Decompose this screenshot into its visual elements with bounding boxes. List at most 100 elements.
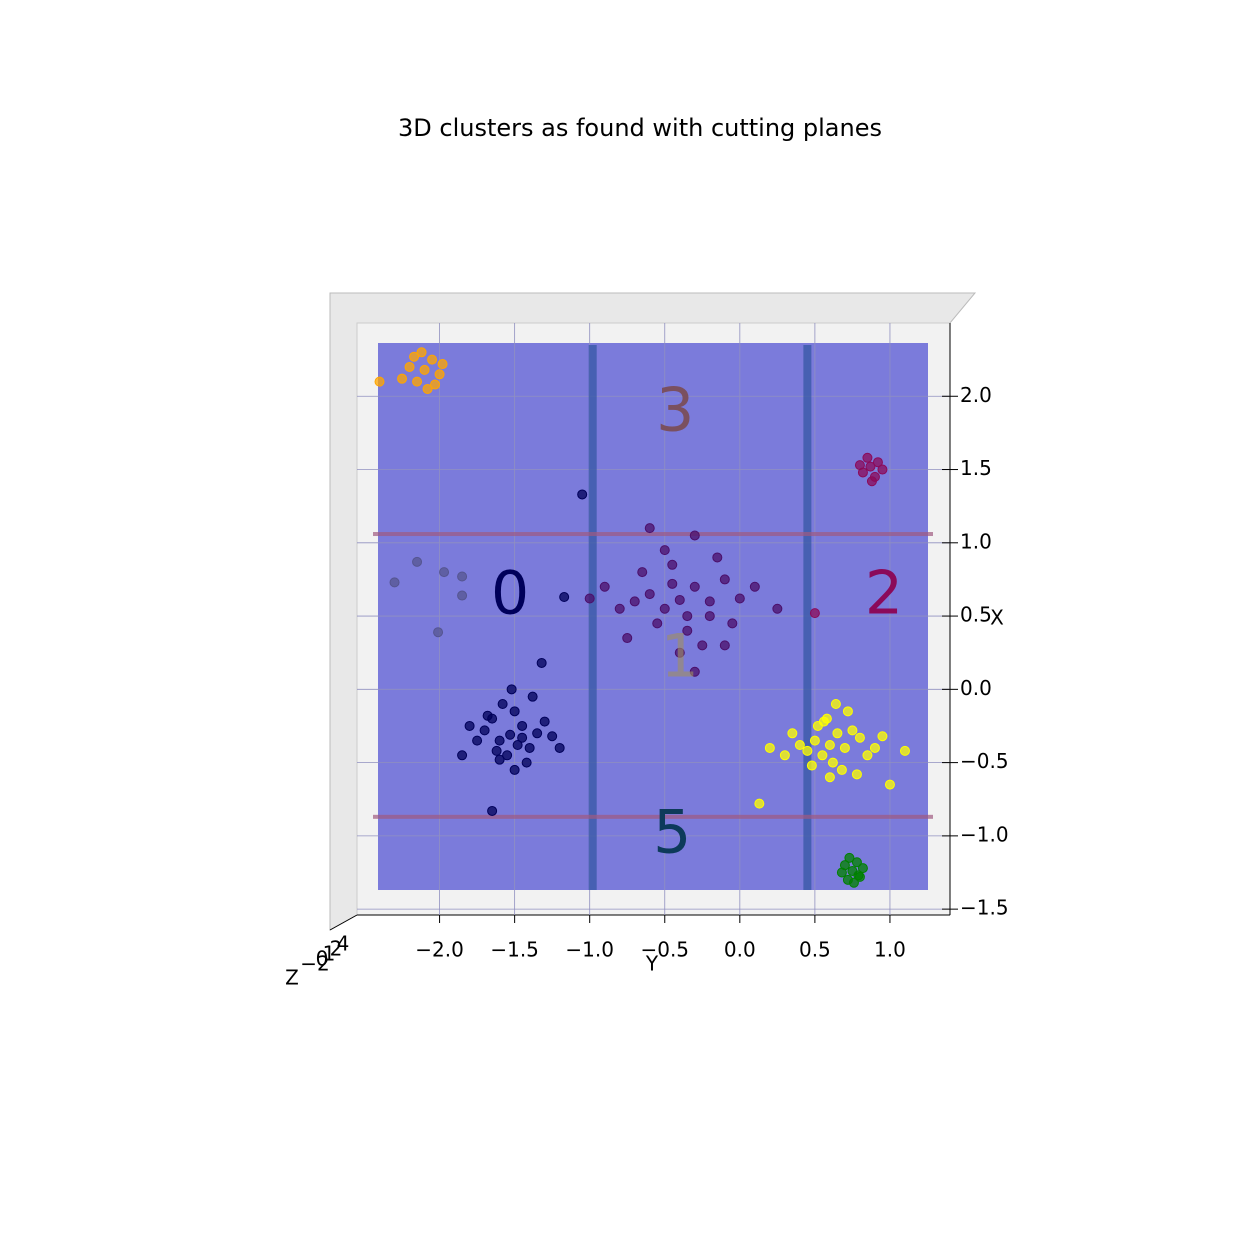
point <box>854 460 865 471</box>
point <box>824 740 835 751</box>
point <box>832 728 843 739</box>
point <box>727 618 738 629</box>
point <box>374 376 385 387</box>
x-tick-label: 1.0 <box>874 938 906 962</box>
point <box>539 716 550 727</box>
point <box>397 373 408 384</box>
z-axis-label: Z <box>285 966 299 990</box>
y-tick-label: 0.5 <box>960 603 992 627</box>
cutting-plane-vertical <box>588 345 597 890</box>
point <box>409 351 420 362</box>
x-tick-label: −2.0 <box>415 938 464 962</box>
point <box>659 545 670 556</box>
point <box>809 735 820 746</box>
point <box>517 720 528 731</box>
y-tick-label: 2.0 <box>960 383 992 407</box>
point <box>772 603 783 614</box>
point <box>464 720 475 731</box>
point <box>416 347 427 358</box>
y-axis-label: X <box>990 606 1004 630</box>
z-tick-label: 1 <box>323 942 336 966</box>
cutting-plane-horizontal <box>373 814 933 819</box>
region-label: 5 <box>653 797 691 867</box>
point <box>848 877 859 888</box>
point <box>457 590 468 601</box>
point <box>667 578 678 589</box>
point <box>502 750 513 761</box>
cutting-plane-base <box>378 343 928 890</box>
point <box>659 603 670 614</box>
point <box>830 698 841 709</box>
point <box>629 596 640 607</box>
point <box>764 742 775 753</box>
point <box>487 805 498 816</box>
point <box>457 750 468 761</box>
point <box>434 369 445 380</box>
y-tick-label: 1.5 <box>960 456 992 480</box>
x-tick-label: −1.0 <box>565 938 614 962</box>
point <box>877 464 888 475</box>
point <box>704 611 715 622</box>
point <box>869 742 880 753</box>
point <box>430 379 441 390</box>
point <box>509 706 520 717</box>
point <box>554 742 565 753</box>
z-tick-label: 4 <box>337 932 350 956</box>
point <box>697 640 708 651</box>
point <box>827 757 838 768</box>
point <box>851 857 862 868</box>
y-tick-label: −0.5 <box>960 749 1009 773</box>
region-label: 0 <box>491 559 529 629</box>
point <box>472 735 483 746</box>
point <box>817 750 828 761</box>
point <box>847 725 858 736</box>
point <box>404 361 415 372</box>
point <box>389 577 400 588</box>
point <box>872 457 883 468</box>
point <box>422 383 433 394</box>
point <box>754 798 765 809</box>
point <box>802 745 813 756</box>
point <box>512 740 523 751</box>
point <box>719 640 730 651</box>
cutting-plane-vertical <box>803 345 812 890</box>
x-tick-label: −0.5 <box>640 938 689 962</box>
point <box>844 852 855 863</box>
point <box>734 593 745 604</box>
point <box>506 684 517 695</box>
point <box>412 376 423 387</box>
point <box>689 666 700 677</box>
point <box>622 633 633 644</box>
point <box>809 608 820 619</box>
region-label: 3 <box>656 375 694 445</box>
point <box>524 742 535 753</box>
point <box>536 657 547 668</box>
point <box>577 489 588 500</box>
point <box>719 574 730 585</box>
point <box>689 581 700 592</box>
y-tick-label: 0.0 <box>960 676 992 700</box>
y-tick-label: 1.0 <box>960 529 992 553</box>
point <box>857 863 868 874</box>
point <box>644 523 655 534</box>
point <box>862 452 873 463</box>
point <box>674 594 685 605</box>
point <box>494 735 505 746</box>
point <box>824 772 835 783</box>
point <box>412 556 423 567</box>
point <box>527 691 538 702</box>
point <box>437 359 448 370</box>
point <box>427 354 438 365</box>
point <box>457 571 468 582</box>
point <box>433 627 444 638</box>
point <box>494 754 505 765</box>
point <box>794 740 805 751</box>
point <box>851 769 862 780</box>
x-axis-label: Y <box>645 952 659 976</box>
cutting-plane-horizontal <box>373 532 933 537</box>
point <box>877 731 888 742</box>
point <box>682 611 693 622</box>
point <box>818 716 829 727</box>
point <box>865 461 876 472</box>
